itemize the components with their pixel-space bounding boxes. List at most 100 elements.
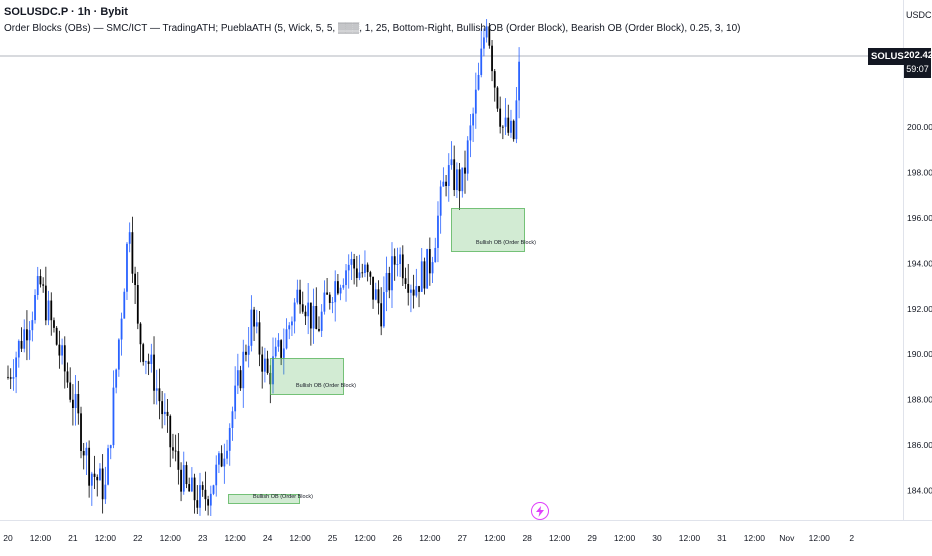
candle-body <box>407 283 410 293</box>
time-tick-label: 12:00 <box>419 533 441 543</box>
candle-body <box>377 289 380 304</box>
candle-body <box>12 377 15 379</box>
time-tick-label: 27 <box>458 533 468 543</box>
candle-body <box>258 322 261 355</box>
candle-body <box>510 120 512 133</box>
candle-body <box>234 385 237 412</box>
candle-body <box>307 302 310 317</box>
order-block-label: Bullish OB (Order Block) <box>296 383 356 389</box>
candle-body <box>93 473 96 477</box>
price-axis-ticks: 184.00 186.00 188.00 190.00 192.00 194.00 196.… <box>907 122 932 495</box>
current-price-box: 202.42 59:07 <box>904 48 932 78</box>
candle-body <box>23 329 26 349</box>
price-axis[interactable]: 184.00 186.00 188.00 190.00 192.00 194.00 196.… <box>903 0 932 520</box>
candle-body <box>391 256 393 291</box>
candle-body <box>374 289 377 300</box>
candle-body <box>401 254 404 279</box>
price-tick-label: 194.00 <box>907 258 932 268</box>
candle-body <box>196 500 199 508</box>
candle-body <box>350 259 353 265</box>
candle-body <box>423 261 426 289</box>
candle-body <box>34 295 36 321</box>
candle-body <box>442 181 445 187</box>
time-tick-label: 12:00 <box>354 533 376 543</box>
indicator-title[interactable]: Order Blocks (OBs) — SMC/ICT — TradingAT… <box>4 23 741 34</box>
candle-body <box>128 232 131 244</box>
candle-body <box>28 330 31 341</box>
price-tick-label: 186.00 <box>907 440 932 450</box>
time-tick-label: 12:00 <box>225 533 247 543</box>
candle-body <box>174 450 177 452</box>
price-tick-label: 190.00 <box>907 349 932 359</box>
time-axis[interactable]: 20 12:00 21 12:00 22 12:00 23 12:00 24 12:00 25 12:… <box>0 520 932 551</box>
candle-body <box>218 453 220 465</box>
lightning-alert-icon[interactable] <box>531 502 549 520</box>
price-tick-label: 188.00 <box>907 395 932 405</box>
candle-body <box>277 340 280 347</box>
candle-body <box>469 125 472 141</box>
candle-body <box>69 382 72 400</box>
candle-body <box>104 484 107 500</box>
candle-body <box>380 303 383 327</box>
candle-body <box>74 393 77 408</box>
candle-body <box>266 358 269 373</box>
candle-body <box>518 61 520 101</box>
candle-body <box>358 272 361 278</box>
candle-body <box>223 458 226 467</box>
candle-body <box>96 476 99 481</box>
candle-body <box>464 167 466 174</box>
candle-body <box>296 289 299 303</box>
time-tick-label: 30 <box>652 533 662 543</box>
candle-body <box>318 328 320 331</box>
candle-body <box>434 247 437 263</box>
candle-body <box>345 270 347 286</box>
candle-body <box>507 117 510 133</box>
candle-body <box>396 264 399 265</box>
candle-body <box>215 464 218 486</box>
candle-body <box>315 305 318 329</box>
order-block-box <box>451 208 525 252</box>
candle-body <box>47 300 50 321</box>
candle-body <box>512 120 515 140</box>
candle-body <box>361 272 364 274</box>
candle-body <box>85 447 88 456</box>
candle-body <box>44 285 47 321</box>
currency-label[interactable]: USDC <box>906 10 932 20</box>
candle-body <box>134 273 136 286</box>
candle-body <box>139 323 142 345</box>
candle-body <box>231 411 234 428</box>
time-tick-label: 12:00 <box>679 533 701 543</box>
candle-body <box>499 108 502 127</box>
time-tick-label: 12:00 <box>160 533 182 543</box>
time-tick-label: 25 <box>328 533 338 543</box>
time-tick-label: 12:00 <box>30 533 52 543</box>
candle-body <box>101 468 104 500</box>
candle-body <box>17 340 20 358</box>
order-block-box <box>270 358 344 395</box>
candle-body <box>172 447 174 451</box>
candle-body <box>431 262 434 274</box>
time-axis-ticks: 20 12:00 21 12:00 22 12:00 23 12:00 24 12:00 25 12:… <box>3 533 854 543</box>
candle-body <box>483 37 485 49</box>
candle-body <box>145 361 147 363</box>
candle-body <box>480 48 483 75</box>
candle-body <box>99 468 101 481</box>
candle-body <box>250 309 253 346</box>
candle-body <box>445 181 447 187</box>
candle-body <box>31 320 34 331</box>
symbol-title[interactable]: SOLUSDC.P · 1h · Bybit <box>4 6 128 18</box>
candle-body <box>337 281 339 294</box>
candle-body <box>126 243 128 292</box>
candle-body <box>112 387 115 446</box>
candle-body <box>66 371 69 383</box>
price-tick-label: 200.00 <box>907 122 932 132</box>
candle-body <box>420 261 423 292</box>
candle-body <box>155 388 158 391</box>
candle-body <box>58 344 61 356</box>
candle-body <box>415 286 418 296</box>
candle-body <box>488 26 491 46</box>
candle-body <box>253 309 255 327</box>
candle-body <box>180 469 182 492</box>
